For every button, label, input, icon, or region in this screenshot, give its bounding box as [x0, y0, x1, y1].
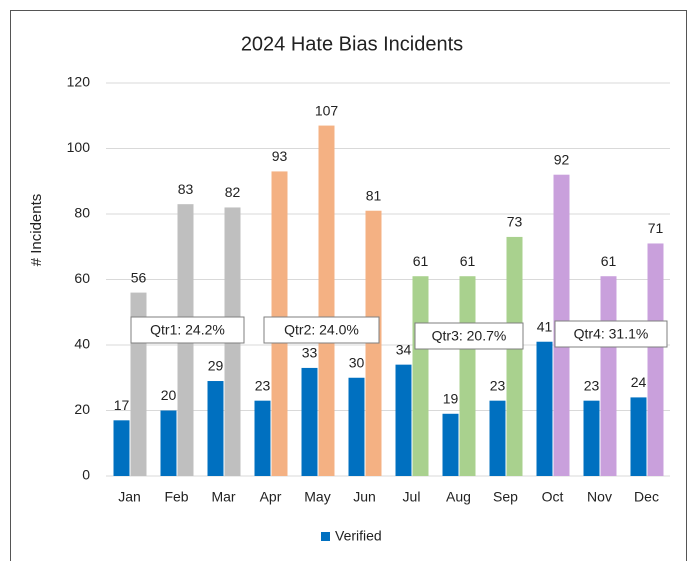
data-label: 19	[443, 390, 459, 406]
annotation-box	[554, 320, 668, 348]
data-label: 107	[315, 102, 339, 118]
chart-title: 2024 Hate Bias Incidents	[241, 33, 463, 55]
data-label: 61	[601, 253, 617, 269]
x-tick-label: Jan	[118, 489, 141, 505]
y-tick-label: 100	[67, 139, 91, 155]
bar	[600, 276, 617, 476]
data-label: 82	[225, 184, 241, 200]
bar	[536, 341, 553, 476]
y-axis-label: # Incidents	[28, 194, 45, 267]
bar	[301, 367, 318, 476]
bar	[583, 400, 600, 476]
y-tick-label: 0	[82, 467, 90, 483]
y-tick-label: 120	[67, 74, 91, 90]
annotation-box	[414, 322, 524, 350]
bar	[506, 236, 523, 476]
x-tick-label: Dec	[634, 489, 659, 505]
data-label: 92	[554, 151, 570, 167]
data-label: 41	[537, 318, 553, 334]
bar	[348, 377, 365, 476]
bar	[412, 276, 429, 476]
annotation: Qtr1: 24.2%	[150, 322, 225, 338]
bar	[160, 410, 177, 476]
data-label: 61	[460, 253, 476, 269]
chart-frame	[10, 10, 687, 561]
bar	[442, 413, 459, 476]
y-tick-label: 20	[74, 401, 90, 417]
data-label: 61	[413, 253, 429, 269]
x-tick-label: Jul	[403, 489, 421, 505]
y-tick-label: 60	[74, 270, 90, 286]
annotation: Qtr4: 31.1%	[574, 326, 649, 342]
data-label: 17	[114, 397, 130, 413]
y-tick-label: 80	[74, 205, 90, 221]
y-tick-label: 40	[74, 336, 90, 352]
bar	[113, 420, 130, 476]
x-tick-label: Oct	[542, 489, 564, 505]
bar	[647, 243, 664, 476]
x-tick-label: Feb	[164, 489, 188, 505]
data-label: 93	[272, 148, 288, 164]
bar	[459, 276, 476, 476]
data-label: 71	[648, 220, 664, 236]
legend-swatch	[321, 532, 330, 541]
x-tick-label: May	[304, 489, 330, 505]
bar	[630, 397, 647, 476]
x-tick-label: Nov	[587, 489, 612, 505]
bar	[318, 125, 335, 476]
data-label: 23	[490, 377, 506, 393]
data-label: 29	[208, 358, 224, 374]
bar	[207, 381, 224, 476]
data-label: 83	[178, 181, 194, 197]
data-label: 73	[507, 214, 523, 230]
x-tick-label: Mar	[211, 489, 235, 505]
x-tick-label: Jun	[353, 489, 376, 505]
data-label: 34	[396, 341, 412, 357]
bar	[395, 364, 412, 476]
x-tick-label: Sep	[493, 489, 518, 505]
annotation-box	[130, 316, 245, 344]
data-label: 20	[161, 387, 177, 403]
data-label: 33	[302, 345, 318, 361]
annotation: Qtr3: 20.7%	[432, 328, 507, 344]
annotation-box	[263, 316, 380, 344]
bar	[254, 400, 271, 476]
data-label: 30	[349, 354, 365, 370]
x-tick-label: Apr	[260, 489, 282, 505]
data-label: 81	[366, 187, 382, 203]
data-label: 23	[255, 377, 271, 393]
data-label: 23	[584, 377, 600, 393]
annotation: Qtr2: 24.0%	[284, 322, 359, 338]
bar	[489, 400, 506, 476]
data-label: 24	[631, 374, 647, 390]
legend-label: Verified	[335, 528, 382, 544]
data-label: 56	[131, 269, 147, 285]
x-tick-label: Aug	[446, 489, 471, 505]
